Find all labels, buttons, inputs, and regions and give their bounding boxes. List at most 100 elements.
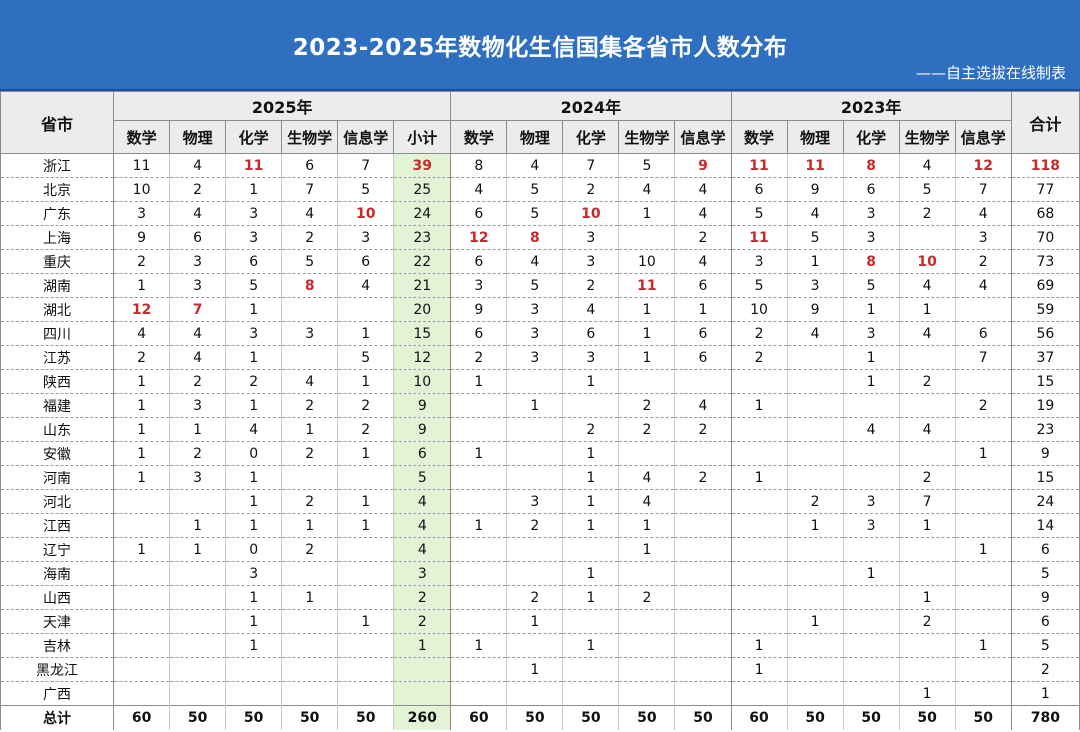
value-cell (450, 609, 508, 634)
value-cell: 1 (281, 513, 339, 538)
value-cell: 2 (955, 249, 1012, 274)
value-cell: 7 (955, 345, 1012, 370)
subtotal-cell: 10 (393, 369, 452, 394)
subtotal-cell: 4 (393, 513, 452, 538)
value-cell (731, 585, 788, 610)
table-row: 福建 1 3 1 2 2 9 1 2 4 1 2 19 (0, 393, 1080, 418)
value-cell (113, 561, 171, 586)
value-cell: 2 (731, 321, 788, 346)
subtotal-cell: 9 (393, 417, 452, 442)
province-cell: 陕西 (0, 369, 115, 394)
value-cell: 1 (955, 633, 1012, 658)
province-cell: 安徽 (0, 441, 115, 466)
value-cell: 11 (731, 225, 788, 250)
value-cell: 3 (562, 249, 620, 274)
value-cell (955, 297, 1012, 322)
value-cell: 6 (281, 153, 339, 178)
value-cell: 2 (281, 225, 339, 250)
value-cell: 2 (113, 345, 171, 370)
subtotal-cell: 5 (393, 465, 452, 490)
row-total-cell: 15 (1011, 369, 1080, 394)
row-total-cell: 56 (1011, 321, 1080, 346)
value-cell: 11 (225, 153, 283, 178)
value-cell: 11 (787, 153, 844, 178)
value-cell: 1 (787, 609, 844, 634)
value-cell: 9 (787, 177, 844, 202)
value-cell (787, 441, 844, 466)
row-total-cell: 2 (1011, 657, 1080, 682)
value-cell (562, 657, 620, 682)
province-cell: 山东 (0, 417, 115, 442)
value-cell (169, 657, 227, 682)
value-cell: 3 (955, 225, 1012, 250)
value-cell (674, 681, 732, 706)
value-cell: 1 (113, 393, 171, 418)
value-cell (169, 609, 227, 634)
value-cell: 4 (899, 417, 956, 442)
table-row: 江苏 2 4 1 5 12 2 3 3 1 6 2 1 7 37 (0, 345, 1080, 370)
value-cell (843, 465, 900, 490)
value-cell: 3 (450, 273, 508, 298)
value-cell (955, 369, 1012, 394)
value-cell (169, 489, 227, 514)
value-cell: 11 (113, 153, 171, 178)
value-cell (618, 609, 676, 634)
subject-header: 物理 (169, 120, 227, 154)
value-cell: 1 (225, 465, 283, 490)
province-cell: 重庆 (0, 249, 115, 274)
value-cell: 2 (506, 585, 564, 610)
province-cell: 河南 (0, 465, 115, 490)
value-cell: 1 (787, 513, 844, 538)
value-cell: 5 (731, 273, 788, 298)
value-cell: 4 (169, 153, 227, 178)
value-cell (562, 681, 620, 706)
value-cell: 5 (281, 249, 339, 274)
value-cell (787, 393, 844, 418)
value-cell: 2 (225, 369, 283, 394)
value-cell: 4 (450, 177, 508, 202)
value-cell: 6 (225, 249, 283, 274)
value-cell: 2 (281, 489, 339, 514)
value-cell (731, 537, 788, 562)
value-cell: 4 (843, 417, 900, 442)
totals-row: 总计 60 50 50 50 50 260 60 50 50 50 50 60 … (0, 705, 1080, 730)
subject-header: 信息学 (337, 120, 395, 154)
value-cell: 12 (450, 225, 508, 250)
value-cell: 7 (899, 489, 956, 514)
value-cell: 5 (843, 273, 900, 298)
value-cell: 1 (113, 417, 171, 442)
value-cell: 1 (337, 441, 395, 466)
value-cell: 11 (618, 273, 676, 298)
total-cell: 50 (337, 705, 395, 730)
value-cell (843, 633, 900, 658)
table-row: 安徽 1 2 0 2 1 6 1 1 1 9 (0, 441, 1080, 466)
value-cell: 1 (225, 585, 283, 610)
row-total-cell: 15 (1011, 465, 1080, 490)
value-cell (899, 441, 956, 466)
subject-header: 化学 (842, 120, 900, 154)
value-cell: 4 (169, 201, 227, 226)
total-cell: 50 (899, 705, 956, 730)
province-cell: 吉林 (0, 633, 115, 658)
value-cell: 1 (618, 201, 676, 226)
row-total-cell: 70 (1011, 225, 1080, 250)
value-cell: 1 (281, 417, 339, 442)
value-cell: 2 (281, 441, 339, 466)
value-cell (843, 537, 900, 562)
value-cell (843, 393, 900, 418)
value-cell: 1 (225, 177, 283, 202)
value-cell (113, 489, 171, 514)
value-cell: 3 (843, 201, 900, 226)
value-cell (674, 561, 732, 586)
value-cell: 5 (337, 345, 395, 370)
row-total-cell: 14 (1011, 513, 1080, 538)
province-cell: 浙江 (0, 153, 115, 178)
table-body: 浙江 11 4 11 6 7 39 8 4 7 5 9 11 11 8 4 12 118 北京 10 2 1 7 5 25 4 5 2… (0, 153, 1080, 706)
value-cell: 4 (955, 201, 1012, 226)
table-row: 河北 1 2 1 4 3 1 4 2 3 7 24 (0, 489, 1080, 514)
value-cell (450, 681, 508, 706)
total-cell: 50 (843, 705, 900, 730)
value-cell: 2 (618, 417, 676, 442)
table-row: 上海 9 6 3 2 3 23 12 8 3 2 11 5 3 3 70 (0, 225, 1080, 250)
subtotal-cell: 6 (393, 441, 452, 466)
